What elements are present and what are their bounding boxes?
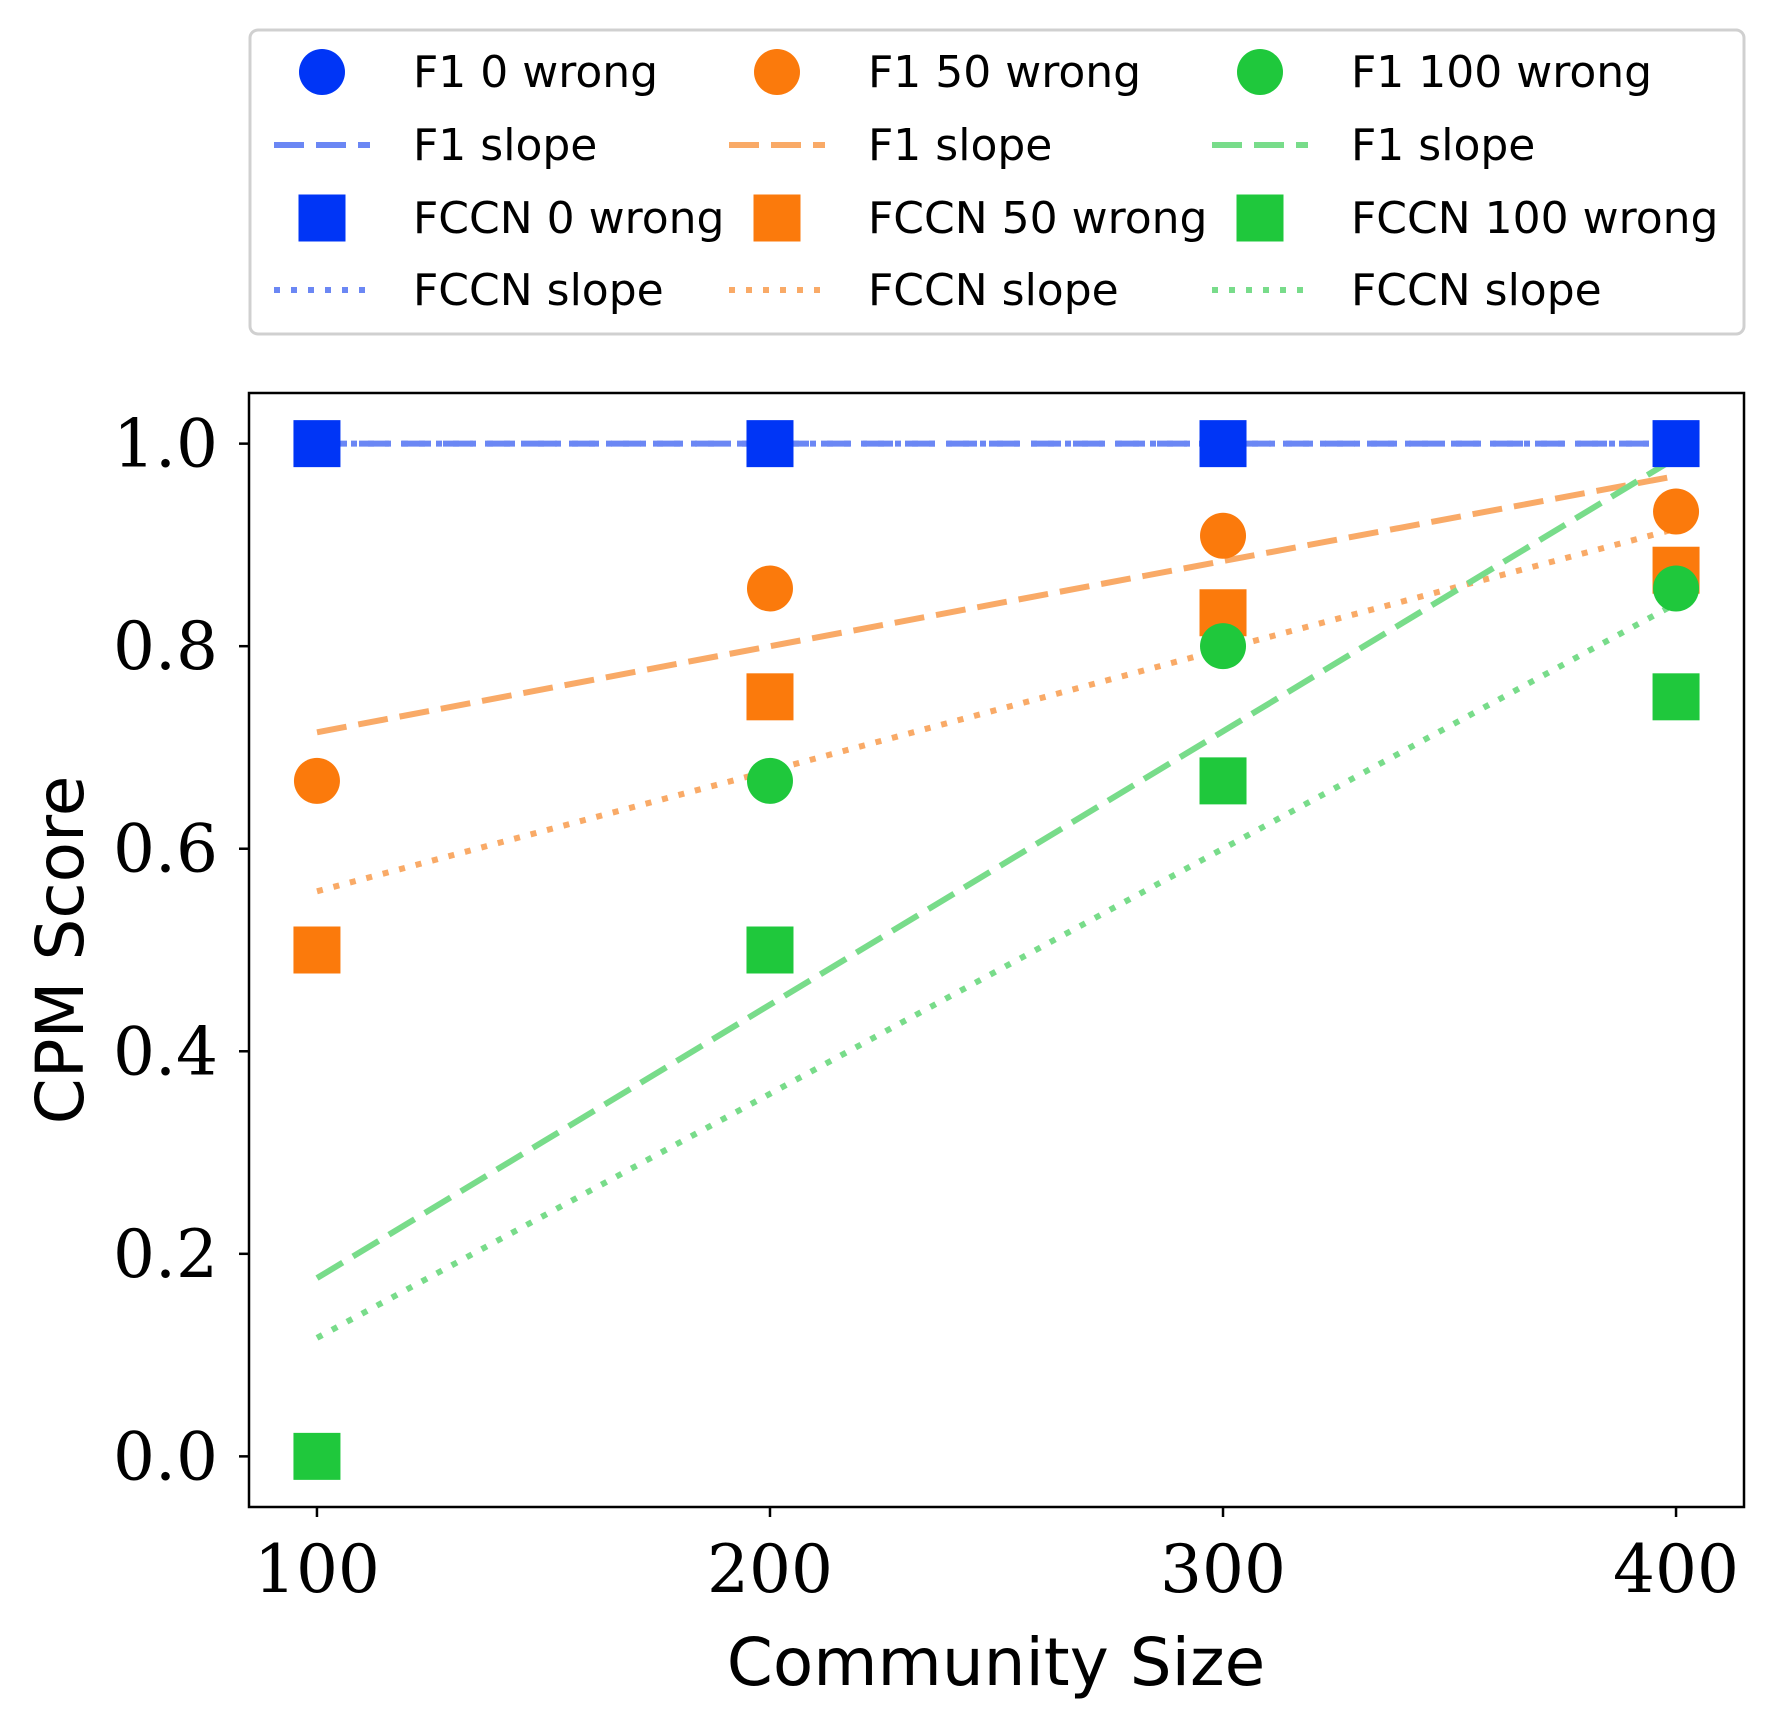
data-point xyxy=(1652,673,1700,721)
x-tick-label: 100 xyxy=(254,1531,380,1608)
legend-item-f1-50-wrong: F1 50 wrong xyxy=(754,47,1141,98)
series-10-fccn-100-wrong xyxy=(293,673,1700,1480)
x-axis: 100 200 300 400 xyxy=(254,1507,1739,1608)
series-5-f1-slope xyxy=(316,473,1677,736)
legend-label: FCCN 100 wrong xyxy=(1351,193,1718,244)
data-point xyxy=(1652,420,1700,468)
series-6-fccn-50-wrong xyxy=(293,546,1700,974)
legend-label: FCCN slope xyxy=(413,265,664,316)
legend-label: F1 slope xyxy=(413,120,597,171)
legend-item-f1-100-wrong: F1 100 wrong xyxy=(1237,47,1652,98)
data-point xyxy=(1199,420,1247,468)
plot-area: 100 200 300 400 0.0 0.2 0.4 0.6 0.8 1.0 xyxy=(113,391,1746,1608)
y-axis: 0.0 0.2 0.4 0.6 0.8 1.0 xyxy=(113,406,249,1495)
data-point xyxy=(746,420,794,468)
data-point xyxy=(1653,565,1700,612)
data-point xyxy=(746,673,794,721)
legend-frame xyxy=(248,28,1746,336)
x-tick-label: 200 xyxy=(707,1531,833,1608)
y-tick-label: 0.4 xyxy=(113,1013,218,1090)
legend-label: F1 slope xyxy=(1351,120,1535,171)
circle-marker-swatch xyxy=(1237,49,1283,95)
x-tick-label: 400 xyxy=(1613,1531,1739,1608)
y-tick-label: 0.8 xyxy=(113,608,218,685)
series-4-f1-50-wrong xyxy=(293,488,1700,804)
legend-label: F1 slope xyxy=(868,120,1052,171)
data-point xyxy=(1653,488,1700,535)
data-point xyxy=(746,757,793,804)
y-tick-label: 0.6 xyxy=(113,811,218,888)
legend-item-fccn-50-wrong: FCCN 50 wrong xyxy=(753,193,1207,244)
circle-marker-swatch xyxy=(299,49,345,95)
series-2-fccn-0-wrong xyxy=(293,420,1700,468)
data-point xyxy=(1199,757,1247,805)
legend-item-fccn-slope: FCCN slope xyxy=(729,265,1119,316)
data-point xyxy=(1200,512,1247,559)
y-tick-label: 0.2 xyxy=(113,1216,218,1293)
y-tick-label: 0.0 xyxy=(113,1418,218,1495)
square-marker-swatch xyxy=(753,194,801,242)
legend-item-f1-slope: F1 slope xyxy=(729,120,1052,171)
legend-label: F1 50 wrong xyxy=(868,47,1141,98)
legend-item-f1-slope: F1 slope xyxy=(274,120,597,171)
y-tick-label: 1.0 xyxy=(113,406,218,483)
legend-item-fccn-slope: FCCN slope xyxy=(1212,265,1602,316)
data-point xyxy=(746,926,794,974)
legend-item-f1-0-wrong: F1 0 wrong xyxy=(299,47,658,98)
legend-label: FCCN slope xyxy=(1351,265,1602,316)
series-line xyxy=(316,473,1677,736)
legend-item-fccn-slope: FCCN slope xyxy=(274,265,664,316)
data-point xyxy=(1200,623,1247,670)
square-marker-swatch xyxy=(298,194,346,242)
series-line xyxy=(315,600,1678,1341)
legend-label: F1 0 wrong xyxy=(413,47,658,98)
series-9-f1-slope xyxy=(315,455,1678,1281)
data-point xyxy=(746,565,793,612)
x-tick-label: 300 xyxy=(1160,1531,1286,1608)
plot-frame xyxy=(247,391,1746,1509)
legend-item-fccn-0-wrong: FCCN 0 wrong xyxy=(298,193,724,244)
circle-marker-swatch xyxy=(754,49,800,95)
y-axis-title: CPM Score xyxy=(22,776,99,1125)
legend-item-fccn-100-wrong: FCCN 100 wrong xyxy=(1236,193,1718,244)
legend-item-f1-slope: F1 slope xyxy=(1212,120,1535,171)
series-line xyxy=(315,455,1678,1281)
square-marker-swatch xyxy=(1236,194,1284,242)
data-point xyxy=(293,757,340,804)
series-11-fccn-slope xyxy=(315,600,1678,1341)
legend-label: F1 100 wrong xyxy=(1351,47,1652,98)
legend-label: FCCN slope xyxy=(868,265,1119,316)
data-point xyxy=(293,420,341,468)
x-axis-title: Community Size xyxy=(727,1624,1265,1701)
data-point xyxy=(293,1432,341,1480)
data-point xyxy=(293,926,341,974)
legend-label: FCCN 50 wrong xyxy=(868,193,1207,244)
legend-label: FCCN 0 wrong xyxy=(413,193,724,244)
legend: F1 0 wrong F1 50 wrong F1 100 wrong F1 slop… xyxy=(248,28,1746,336)
